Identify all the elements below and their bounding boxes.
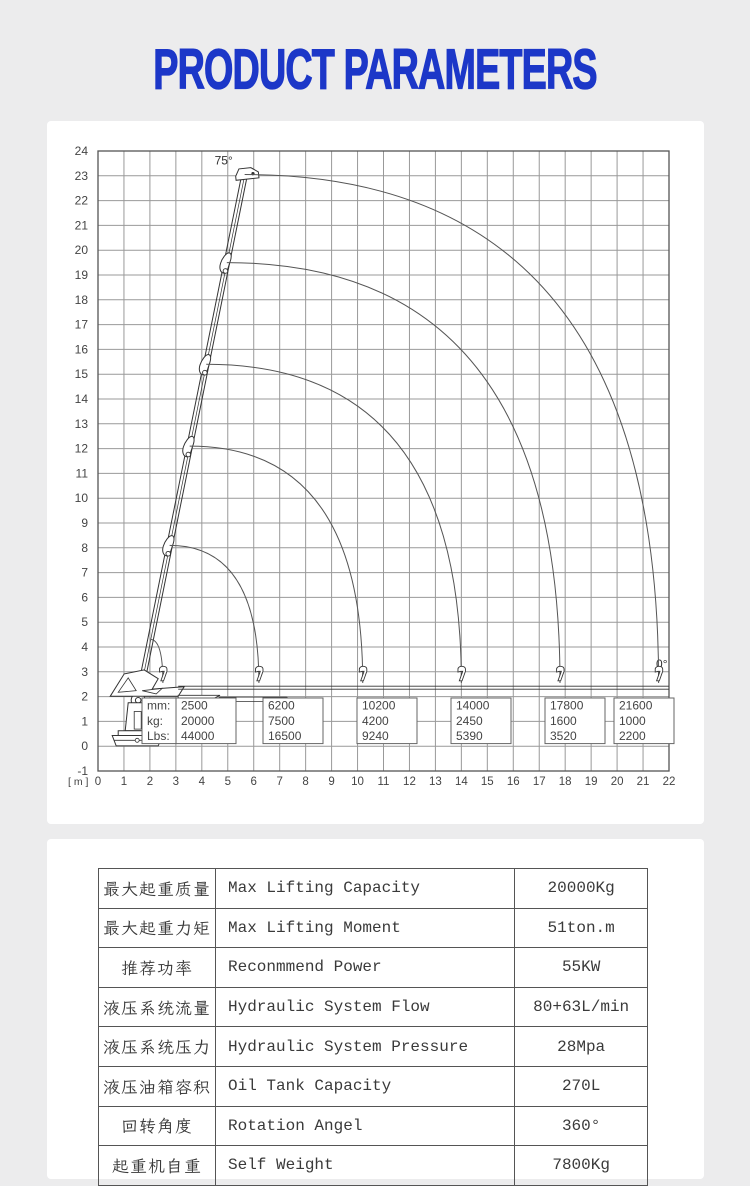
svg-text:9: 9 (81, 516, 88, 530)
svg-text:Lbs:: Lbs: (147, 729, 170, 743)
svg-text:1: 1 (81, 714, 88, 728)
svg-text:kg:: kg: (147, 714, 163, 728)
svg-text:4: 4 (199, 776, 206, 788)
svg-text:3520: 3520 (550, 729, 577, 743)
svg-text:17: 17 (533, 776, 546, 788)
svg-text:7500: 7500 (268, 714, 295, 728)
svg-text:2500: 2500 (181, 699, 208, 713)
svg-text:13: 13 (75, 417, 89, 431)
svg-text:3: 3 (173, 776, 179, 788)
svg-text:14: 14 (455, 776, 468, 788)
svg-text:2: 2 (147, 776, 153, 788)
svg-text:23: 23 (75, 169, 89, 183)
svg-text:19: 19 (585, 776, 598, 788)
svg-text:15: 15 (75, 367, 89, 381)
svg-text:12: 12 (403, 776, 416, 788)
svg-text:11: 11 (76, 466, 89, 480)
svg-text:22: 22 (75, 194, 89, 208)
svg-text:5: 5 (225, 776, 231, 788)
svg-text:1000: 1000 (619, 714, 646, 728)
svg-text:9: 9 (328, 776, 334, 788)
svg-text:20000: 20000 (181, 714, 215, 728)
svg-text:15: 15 (481, 776, 494, 788)
svg-text:4200: 4200 (362, 714, 389, 728)
svg-text:6: 6 (251, 776, 257, 788)
svg-text:[ m ]: [ m ] (68, 776, 88, 788)
svg-text:18: 18 (75, 293, 89, 307)
svg-text:20: 20 (611, 776, 624, 788)
svg-text:mm:: mm: (147, 699, 170, 713)
svg-text:5: 5 (81, 615, 88, 629)
svg-text:22: 22 (663, 776, 676, 788)
svg-text:0: 0 (81, 739, 88, 753)
svg-text:20: 20 (75, 243, 89, 257)
svg-text:2200: 2200 (619, 729, 646, 743)
svg-text:21: 21 (75, 218, 89, 232)
svg-text:1600: 1600 (550, 714, 577, 728)
svg-text:19: 19 (75, 268, 89, 282)
svg-text:7: 7 (81, 566, 88, 580)
svg-text:8: 8 (81, 541, 88, 555)
svg-text:16500: 16500 (268, 729, 302, 743)
svg-text:4: 4 (81, 640, 88, 654)
svg-text:6200: 6200 (268, 699, 295, 713)
svg-text:75°: 75° (215, 154, 233, 168)
svg-text:1: 1 (121, 776, 127, 788)
svg-text:2: 2 (81, 690, 88, 704)
svg-text:10: 10 (75, 491, 89, 505)
svg-text:6: 6 (81, 590, 88, 604)
svg-text:14000: 14000 (456, 699, 490, 713)
svg-text:7: 7 (276, 776, 282, 788)
svg-text:2450: 2450 (456, 714, 483, 728)
svg-text:17: 17 (75, 318, 89, 332)
svg-text:3: 3 (81, 665, 88, 679)
svg-text:13: 13 (429, 776, 442, 788)
svg-text:12: 12 (75, 442, 89, 456)
svg-text:17800: 17800 (550, 699, 584, 713)
svg-text:5390: 5390 (456, 729, 483, 743)
svg-text:18: 18 (559, 776, 572, 788)
svg-text:21600: 21600 (619, 699, 653, 713)
svg-text:10200: 10200 (362, 699, 396, 713)
svg-text:44000: 44000 (181, 729, 215, 743)
svg-text:24: 24 (75, 144, 89, 158)
svg-text:14: 14 (75, 392, 89, 406)
svg-text:11: 11 (378, 776, 390, 788)
svg-text:10: 10 (351, 776, 364, 788)
svg-text:9240: 9240 (362, 729, 389, 743)
svg-text:21: 21 (637, 776, 650, 788)
svg-text:16: 16 (507, 776, 520, 788)
svg-text:8: 8 (302, 776, 308, 788)
svg-text:16: 16 (75, 342, 89, 356)
svg-text:0: 0 (95, 776, 101, 788)
